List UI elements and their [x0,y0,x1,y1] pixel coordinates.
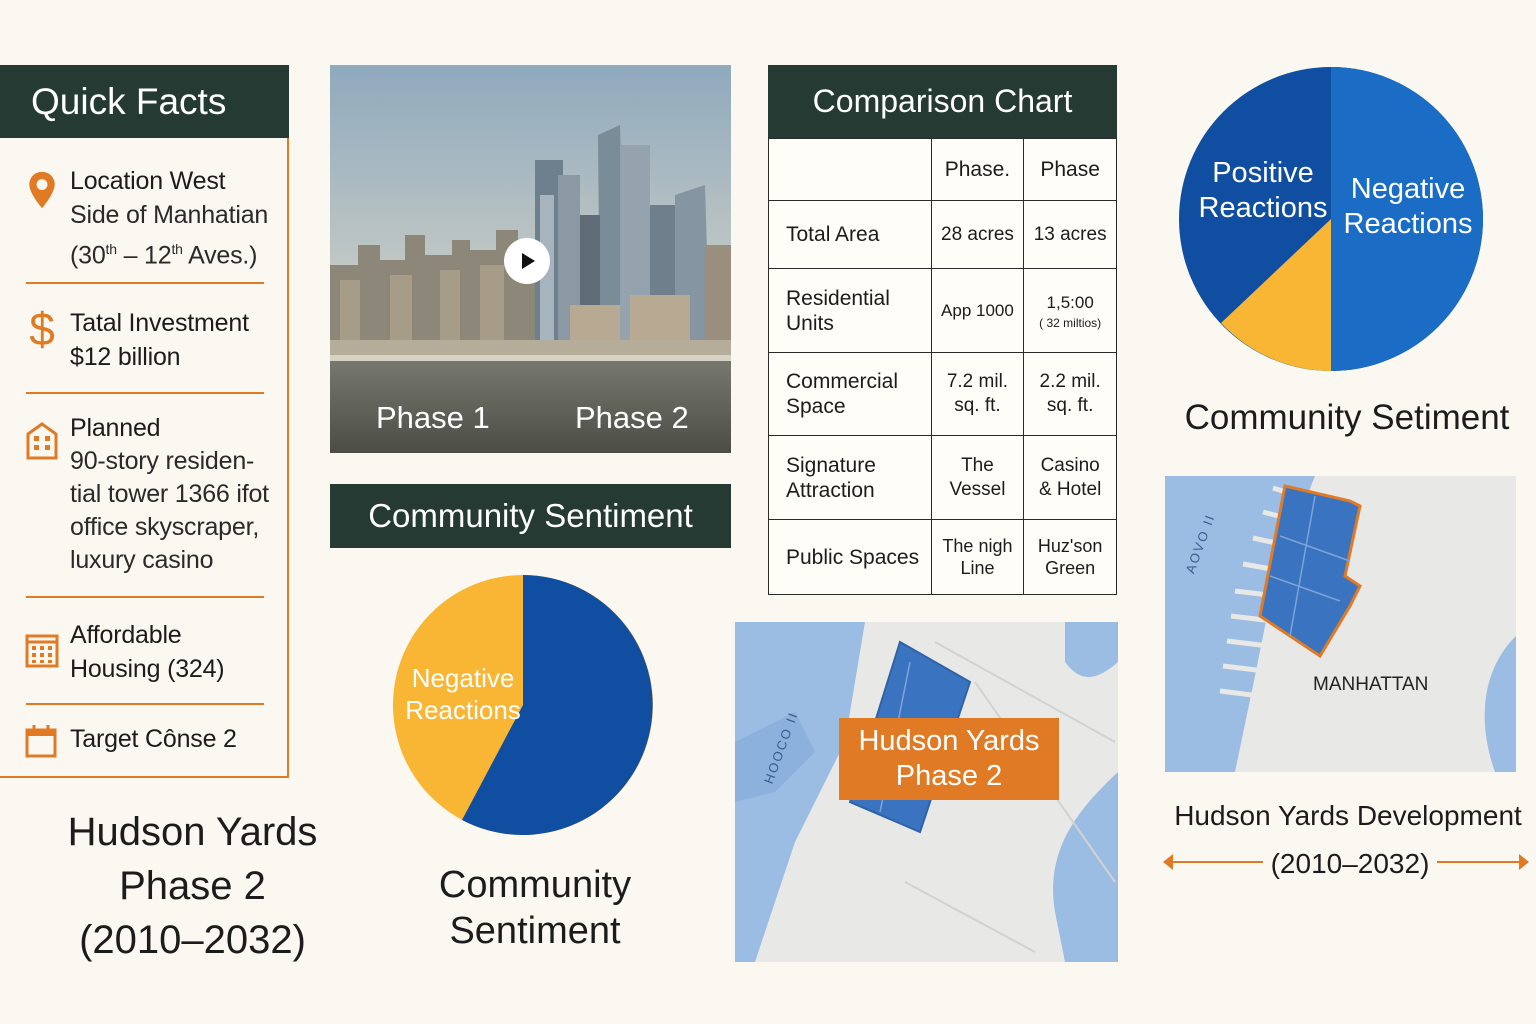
fact-target-text: Target Cônse 2 [70,725,237,753]
fact-separator [26,282,264,284]
map-right-graphic [1165,476,1516,772]
pie-slice-positive [462,575,653,835]
table-row: Commercial Space 7.2 mil. sq. ft. 2.2 mil.… [768,352,1117,436]
quick-facts-title-text: Quick Facts [31,80,227,122]
fact-location-text: Location West Side of Manhatian (30th – … [70,167,269,270]
table-header-row: Phase. Phase [768,138,1117,201]
skyline-photo[interactable] [330,65,731,453]
pie-slice-neutral [1221,219,1331,371]
photo-phase1-label: Phase 1 [376,400,490,435]
map-right-years: (2010–2032) [1270,848,1430,879]
map-pin-icon [29,171,55,209]
building-icon [26,422,58,460]
pie-bottom-negative-label: Negative Reactions [405,663,521,725]
dollar-icon: $ [29,303,55,355]
table-row: Public Spaces The nigh Line Huz'son Green [768,519,1117,595]
fact-separator [26,392,264,394]
timeline-arrow-right [1437,854,1529,870]
pie-bottom-title: Community Sentiment [438,864,632,952]
map-center-label: Hudson Yards Phase 2 [839,718,1059,800]
play-icon[interactable] [504,238,550,284]
community-sentiment-header: Community Sentiment [330,484,731,548]
fact-location: Location West Side of Manhatian (30th – … [0,164,287,284]
sentiment-pie-top [1179,67,1483,371]
table-row: Total Area 28 acres 13 acres [768,200,1117,269]
fact-planned-text: Planned 90-story residen- tial tower 136… [70,414,269,574]
fact-target: Target Cônse 2 [0,722,287,762]
comparison-table: Phase. Phase Total Area 28 acres 13 acre… [768,138,1117,595]
fact-investment: $ Tatal Investment $12 billion [0,306,287,386]
sentiment-pie-bottom [393,575,653,835]
map-center[interactable]: HOOCO II Hudson Yards Phase 2 [735,622,1118,962]
fact-separator [26,596,264,598]
column-header-phase2: Phase [1023,138,1117,201]
pie-slice-negative [1331,67,1483,371]
photo-phase2-label: Phase 2 [575,400,689,435]
quick-facts-panel: Location West Side of Manhatian (30th – … [0,138,289,778]
fact-planned: Planned 90-story residen- tial tower 136… [0,412,287,592]
calendar-icon [25,725,57,758]
table-row: Residential Units App 1000 1,5:00( 32 mil… [768,268,1117,353]
fact-affordable-text: Affordable Housing (324) [70,621,225,683]
fact-investment-text: Tatal Investment $12 billion [70,309,249,371]
quick-facts-title: Quick Facts [0,65,289,138]
map-right-city-label: MANHATTAN [1313,674,1429,695]
page-title: Hudson Yards Phase 2 (2010–2032) [67,810,318,962]
pie-top-title: Community Setiment [1184,398,1510,437]
skyline-illustration [330,65,731,453]
pie-top-negative-label: Negative Reactions [1343,173,1473,240]
fact-separator [26,703,264,705]
column-header-phase1: Phase. [930,138,1025,201]
comparison-chart-title: Comparison Chart [768,65,1117,138]
map-right[interactable]: AOVO II MANHATTAN [1165,476,1516,772]
calendar-grid-icon [25,634,59,668]
timeline-arrow-left [1163,854,1263,870]
map-right-title: Hudson Yards Development [1174,800,1522,831]
pie-top-positive-label: Positive Reactions [1198,157,1328,224]
table-row: Signature Attraction The Vessel Casino & Ho… [768,435,1117,520]
fact-affordable: Affordable Housing (324) [0,618,287,698]
